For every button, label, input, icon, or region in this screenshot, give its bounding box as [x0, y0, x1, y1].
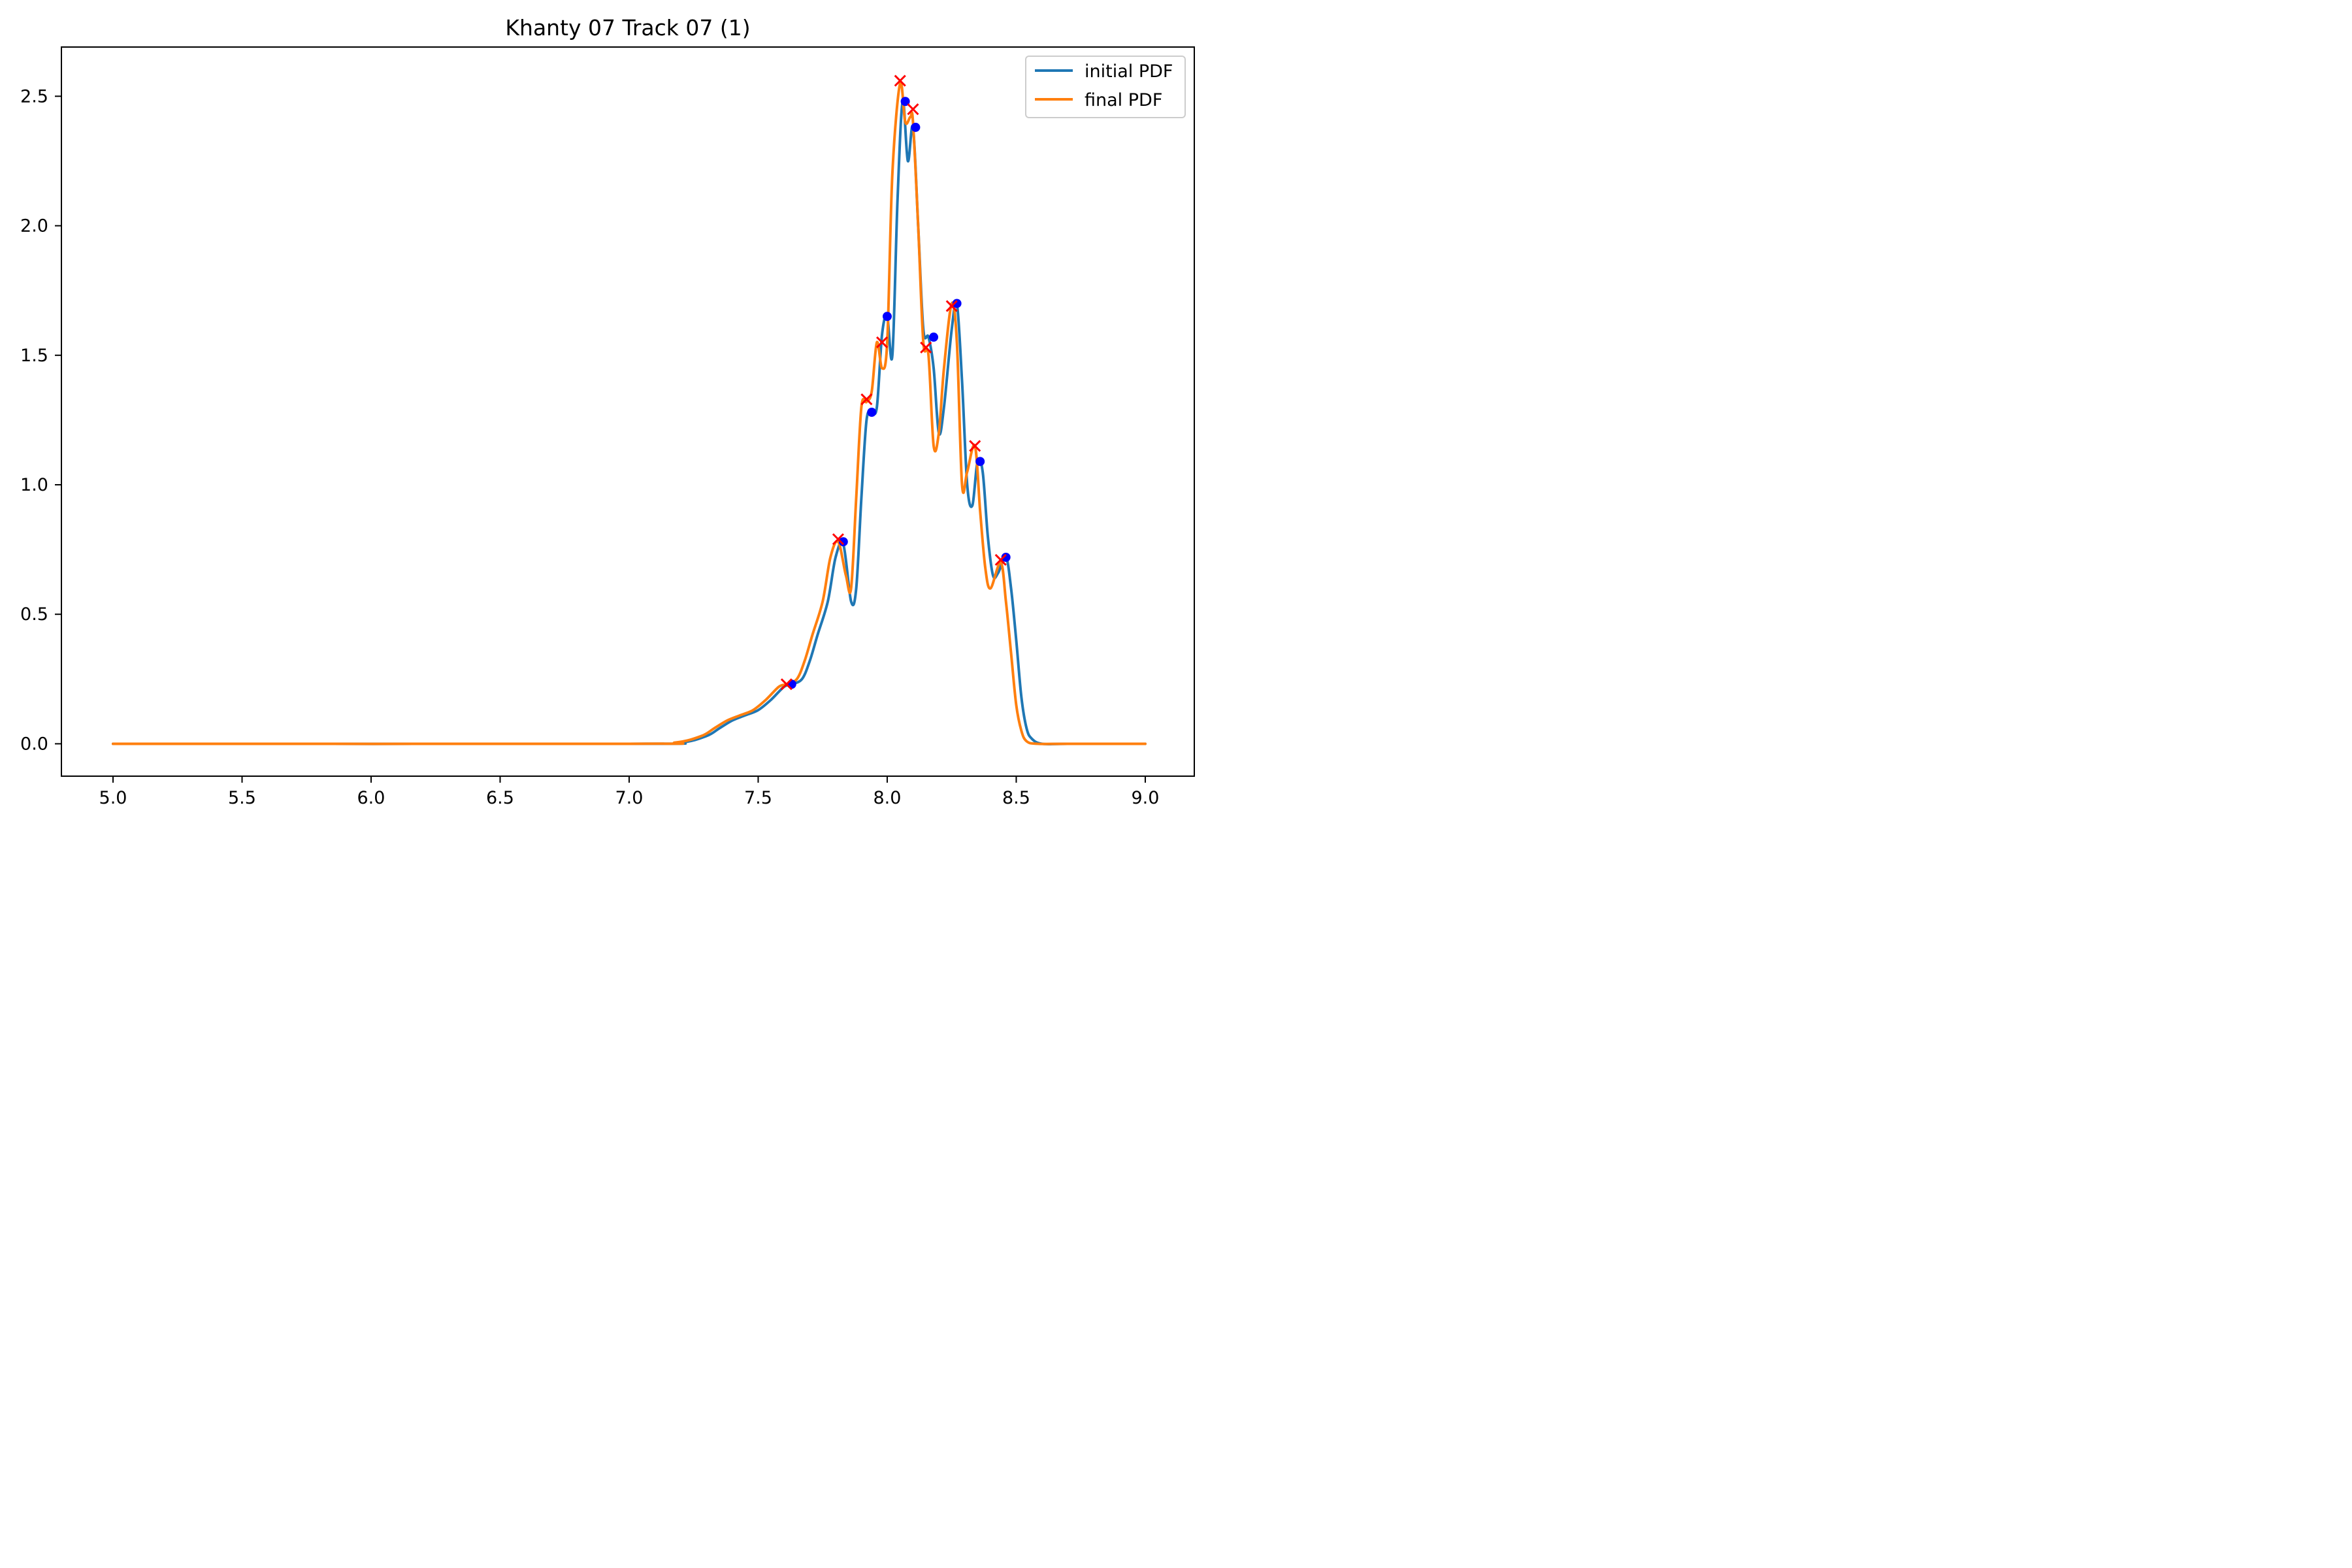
marker-stroke [994, 553, 1007, 566]
plot-area [61, 47, 1194, 776]
marker-stroke [907, 103, 919, 116]
x-tick-label: 9.0 [1131, 788, 1159, 808]
peak-marker-final-pdf [860, 393, 873, 406]
x-tick-label: 7.0 [615, 788, 643, 808]
peak-marker-initial-pdf [911, 122, 921, 132]
marker-stroke [860, 393, 873, 406]
series-line-final-pdf [112, 80, 1147, 745]
peak-marker-initial-pdf [975, 457, 985, 466]
x-tick-label: 6.5 [486, 788, 514, 808]
peak-marker-final-pdf [920, 341, 932, 353]
peak-marker-final-pdf [876, 336, 889, 349]
peak-marker-final-pdf [832, 533, 844, 546]
legend-label-final-pdf: final PDF [1085, 90, 1162, 110]
peak-marker-final-pdf [907, 103, 919, 116]
series-line-initial-pdf [112, 99, 1147, 746]
peak-marker-initial-pdf [867, 407, 877, 417]
peak-marker-initial-pdf [929, 333, 939, 342]
peak-marker-final-pdf [994, 553, 1007, 566]
x-tick-label: 8.5 [1002, 788, 1030, 808]
legend: initial PDF final PDF [1025, 56, 1186, 118]
marker-stroke [780, 678, 792, 691]
marker-stroke [894, 74, 906, 87]
peak-marker-initial-pdf [952, 299, 962, 308]
y-tick-label: 0.5 [20, 604, 48, 625]
x-tick-label: 5.5 [228, 788, 256, 808]
peak-marker-final-pdf [780, 678, 792, 691]
peak-marker-initial-pdf [900, 97, 910, 106]
y-tick-label: 1.5 [20, 346, 48, 366]
legend-label-initial-pdf: initial PDF [1085, 61, 1173, 82]
x-tick-label: 6.0 [357, 788, 385, 808]
y-tick-label: 2.5 [20, 86, 48, 106]
x-axis: 5.0 5.5 6.0 6.5 7.0 7.5 8.0 8.5 9.0 [99, 776, 1159, 808]
peak-marker-initial-pdf [1001, 553, 1011, 563]
marker-stroke [945, 300, 958, 312]
peak-marker-final-pdf [945, 300, 958, 312]
y-tick-label: 1.0 [20, 475, 48, 495]
y-tick-label: 0.0 [20, 734, 48, 754]
peak-marker-initial-pdf [838, 537, 848, 547]
plot-content [112, 74, 1147, 746]
x-tick-label: 5.0 [99, 788, 127, 808]
axes-frame [61, 46, 1195, 777]
x-tick-label: 8.0 [873, 788, 901, 808]
axes-border [61, 46, 1195, 777]
chart-title: Khanty 07 Track 07 (1) [505, 15, 750, 41]
marker-stroke [969, 440, 981, 452]
y-tick-label: 2.0 [20, 216, 48, 237]
peak-marker-initial-pdf [882, 312, 892, 321]
marker-stroke [876, 336, 889, 349]
marker-stroke [920, 341, 932, 353]
marker-stroke [832, 533, 844, 546]
x-tick-label: 7.5 [744, 788, 772, 808]
peak-marker-final-pdf [969, 440, 981, 452]
peak-marker-final-pdf [894, 74, 906, 87]
y-axis: 0.0 0.5 1.0 1.5 2.0 2.5 [20, 86, 61, 754]
